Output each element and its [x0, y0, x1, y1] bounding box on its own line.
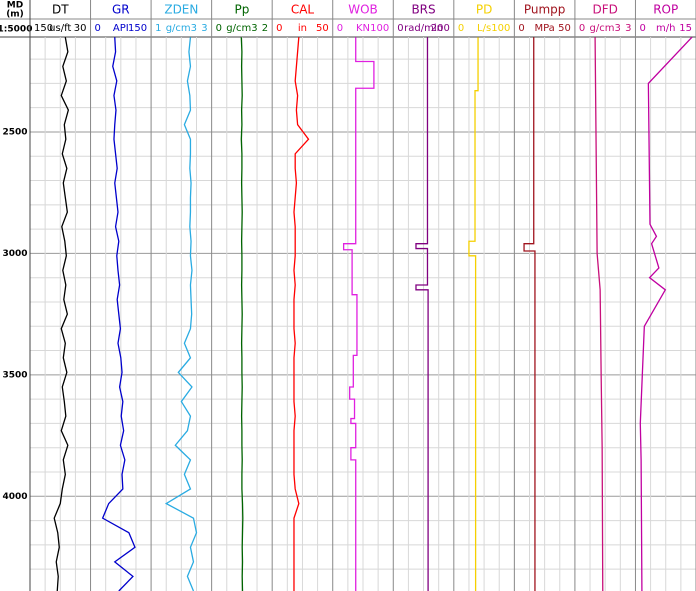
log-curve	[468, 37, 479, 591]
track-name: WOB	[348, 3, 378, 17]
track-name: CAL	[291, 3, 315, 17]
depth-tick-label: 2500	[2, 127, 27, 137]
scale-unit: in	[298, 23, 307, 34]
log-curve	[293, 37, 310, 591]
scale-max: 150	[128, 23, 147, 34]
scale-min: 0	[639, 23, 645, 34]
scale-max: 50	[558, 23, 571, 34]
track-name: GR	[112, 3, 130, 17]
scale-unit: KN	[356, 23, 370, 34]
scale-max: 50	[316, 23, 329, 34]
scale-min: 0	[276, 23, 282, 34]
track-name: PD	[476, 3, 492, 17]
scale-unit: g/cm3	[166, 23, 197, 34]
log-curve	[342, 37, 375, 591]
track-name: BRS	[411, 3, 435, 17]
scale-min: 0	[458, 23, 464, 34]
depth-scale: 1:5000	[0, 25, 32, 35]
scale-max: 15	[679, 23, 692, 34]
depth-tick-label: 4000	[2, 492, 27, 502]
log-curve	[53, 37, 70, 591]
scale-min: 0	[397, 23, 403, 34]
depth-tick-label: 3000	[2, 249, 27, 259]
log-curve	[523, 37, 536, 591]
log-curve	[415, 37, 429, 591]
scale-max: 30	[74, 23, 87, 34]
scale-unit: rad/min	[404, 23, 443, 34]
scale-min: 1	[155, 23, 161, 34]
scale-unit: g/cm3	[590, 23, 621, 34]
log-curve	[164, 37, 198, 591]
scale-unit: MPa	[534, 23, 554, 34]
track-name: DT	[52, 3, 69, 17]
scale-max: 200	[431, 23, 450, 34]
scale-min: 0	[216, 23, 222, 34]
scale-min: 150	[34, 23, 53, 34]
scale-min: 0	[579, 23, 585, 34]
log-curve	[101, 37, 136, 591]
depth-tick-label: 3500	[2, 370, 27, 380]
scale-max: 100	[491, 23, 510, 34]
scale-unit: g/cm3	[226, 23, 257, 34]
scale-unit: L/s	[477, 23, 491, 34]
scale-max: 100	[370, 23, 389, 34]
depth-title: MD	[7, 1, 23, 11]
track-name: ROP	[653, 3, 678, 17]
scale-unit: API	[113, 23, 129, 34]
scale-min: 0	[95, 23, 101, 34]
track-name: ZDEN	[164, 3, 198, 17]
track-name: Pp	[234, 3, 249, 17]
log-curve	[240, 37, 244, 591]
scale-min: 0	[337, 23, 343, 34]
log-curve	[594, 37, 604, 591]
track-name: DFD	[592, 3, 617, 17]
track-name: Pumpp	[524, 3, 566, 17]
scale-max: 3	[625, 23, 631, 34]
scale-unit: us/ft	[49, 23, 71, 34]
depth-unit: (m)	[6, 10, 24, 20]
scale-unit: m/h	[656, 23, 675, 34]
scale-max: 3	[201, 23, 207, 34]
log-curve	[639, 36, 693, 591]
scale-min: 0	[518, 23, 524, 34]
scale-max: 2	[262, 23, 268, 34]
